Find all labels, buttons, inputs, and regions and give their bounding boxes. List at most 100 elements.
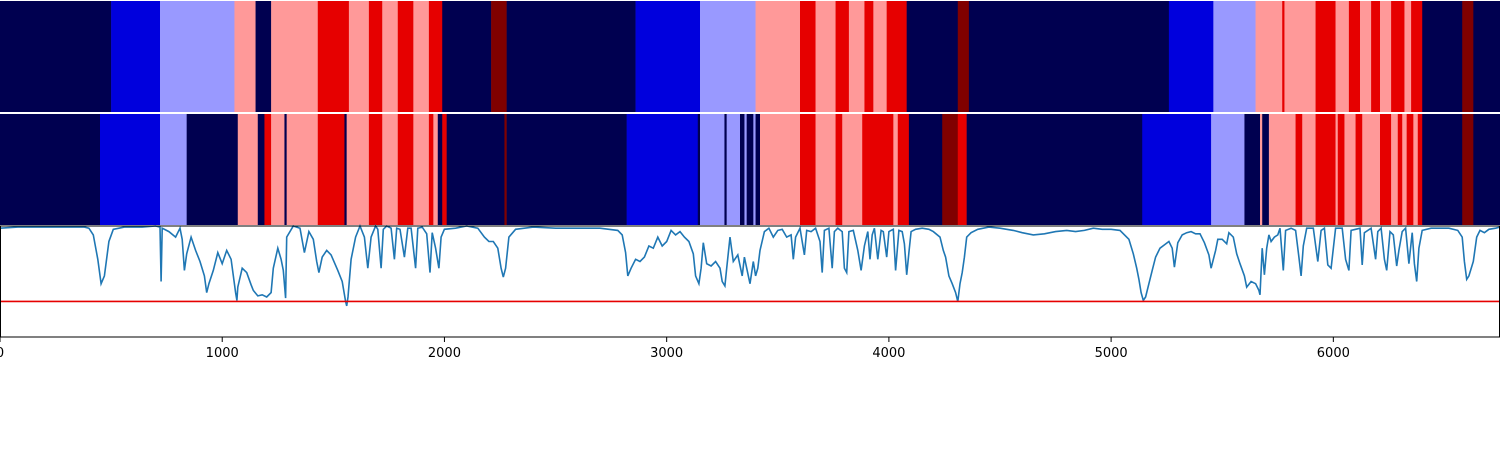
ground-truth-segment xyxy=(842,114,863,225)
ground-truth-segment xyxy=(700,114,725,225)
prediction-segment xyxy=(755,1,801,112)
prediction-segment xyxy=(397,1,414,112)
ground-truth-segment xyxy=(1268,114,1296,225)
ground-truth-segment xyxy=(744,114,747,225)
ground-truth-segment xyxy=(746,114,754,225)
ground-truth-segment xyxy=(966,114,1143,225)
ground-truth-segment xyxy=(1262,114,1270,225)
prediction-segment xyxy=(317,1,350,112)
prediction-segment xyxy=(413,1,430,112)
ground-truth-segment xyxy=(284,114,287,225)
ground-truth-segment xyxy=(1302,114,1316,225)
ground-truth-segment xyxy=(800,114,816,225)
ground-truth-segment xyxy=(413,114,430,225)
prediction-segment xyxy=(1380,1,1392,112)
prediction-segment xyxy=(886,1,907,112)
ground-truth-segment xyxy=(1402,114,1407,225)
prediction-segment xyxy=(835,1,850,112)
x-tick-label: 2000 xyxy=(428,346,461,361)
prediction-segment xyxy=(271,1,319,112)
prediction-segment xyxy=(906,1,959,112)
ground-truth-segment xyxy=(755,114,761,225)
x-tick-label: 5000 xyxy=(1095,346,1128,361)
prediction-segment xyxy=(428,1,443,112)
ground-truth-segment xyxy=(382,114,399,225)
ground-truth-segment xyxy=(428,114,434,225)
ground-truth-segment xyxy=(1295,114,1303,225)
prediction-segment xyxy=(255,1,272,112)
ground-truth-segment xyxy=(1244,114,1261,225)
ground-truth-segment xyxy=(726,114,741,225)
ground-truth-segment xyxy=(1344,114,1356,225)
ground-truth-segment xyxy=(1380,114,1392,225)
prediction-segment xyxy=(234,1,256,112)
prediction-strip xyxy=(0,1,1500,112)
prediction-segment xyxy=(382,1,399,112)
ground-truth-segment xyxy=(397,114,414,225)
ground-truth-segment xyxy=(237,114,259,225)
prediction-segment xyxy=(0,1,112,112)
ground-truth-segment xyxy=(697,114,701,225)
ground-truth-segment xyxy=(264,114,272,225)
ground-truth-segment xyxy=(1260,114,1263,225)
ground-truth-segment xyxy=(740,114,745,225)
ground-truth-segment xyxy=(626,114,699,225)
prediction-segment xyxy=(1473,1,1500,112)
ground-truth-segment xyxy=(446,114,505,225)
ground-truth-segment xyxy=(504,114,507,225)
prediction-segment xyxy=(111,1,161,112)
ground-truth-segment xyxy=(257,114,265,225)
ground-truth-segment xyxy=(1355,114,1363,225)
ground-truth-segment xyxy=(317,114,345,225)
ground-truth-segment xyxy=(286,114,319,225)
prediction-segment xyxy=(848,1,865,112)
ground-truth-segment xyxy=(1413,114,1419,225)
ground-truth-segment xyxy=(100,114,161,225)
prediction-segment xyxy=(1213,1,1256,112)
x-axis: 0 1000 2000 3000 4000 5000 6000 xyxy=(0,337,1350,361)
prediction-segment xyxy=(1371,1,1381,112)
ground-truth-segment xyxy=(1315,114,1336,225)
ground-truth-segment xyxy=(344,114,347,225)
prediction-segment xyxy=(1282,1,1285,112)
ground-truth-segment xyxy=(1362,114,1381,225)
prediction-segment xyxy=(1168,1,1214,112)
prediction-segment xyxy=(1284,1,1316,112)
ground-truth-strip xyxy=(0,114,1500,225)
ground-truth-segment xyxy=(942,114,959,225)
ground-truth-segment xyxy=(957,114,967,225)
prediction-segment xyxy=(1404,1,1412,112)
ground-truth-segment xyxy=(186,114,239,225)
ground-truth-segment xyxy=(346,114,370,225)
x-tick-label: 6000 xyxy=(1317,346,1350,361)
prediction-segment xyxy=(1360,1,1372,112)
x-tick-label: 3000 xyxy=(650,346,683,361)
prediction-segment xyxy=(815,1,836,112)
ground-truth-segment xyxy=(897,114,910,225)
ground-truth-segment xyxy=(368,114,383,225)
ground-truth-segment xyxy=(760,114,801,225)
prediction-segment xyxy=(957,1,970,112)
ground-truth-segment xyxy=(0,114,101,225)
x-tick-label: 4000 xyxy=(872,346,905,361)
prediction-segment xyxy=(1255,1,1283,112)
ground-truth-segment xyxy=(1417,114,1423,225)
ground-truth-segment xyxy=(1391,114,1399,225)
prediction-segment xyxy=(160,1,235,112)
ground-truth-segment xyxy=(835,114,843,225)
prediction-segment xyxy=(1462,1,1474,112)
score-line xyxy=(0,223,1500,307)
ground-truth-segment xyxy=(1397,114,1403,225)
prediction-segment xyxy=(800,1,816,112)
ground-truth-segment xyxy=(442,114,447,225)
ground-truth-segment xyxy=(1335,114,1339,225)
prediction-segment xyxy=(700,1,756,112)
ground-truth-segment xyxy=(1462,114,1474,225)
prediction-segment xyxy=(873,1,887,112)
ground-truth-segment xyxy=(1473,114,1500,225)
ground-truth-segment xyxy=(271,114,285,225)
ground-truth-segment xyxy=(908,114,943,225)
ground-truth-segment xyxy=(724,114,727,225)
prediction-segment xyxy=(491,1,507,112)
